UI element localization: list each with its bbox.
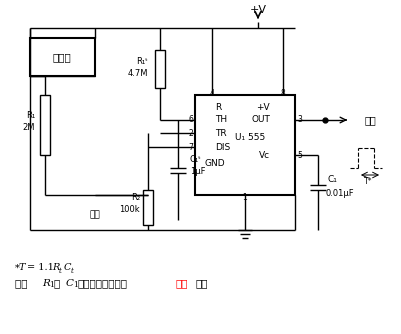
Text: DIS: DIS	[215, 143, 230, 152]
Text: 2M: 2M	[22, 124, 35, 133]
Text: C₁ᵗ: C₁ᵗ	[190, 156, 202, 165]
Text: +V: +V	[256, 103, 270, 112]
Bar	[155, 50, 165, 88]
Text: C₁: C₁	[328, 175, 338, 184]
Text: Vc: Vc	[259, 151, 270, 160]
Text: *: *	[15, 264, 20, 273]
Text: 1: 1	[49, 281, 54, 289]
Text: 时间: 时间	[196, 278, 209, 288]
Text: R₁ᵗ: R₁ᵗ	[136, 57, 148, 66]
Text: R: R	[42, 279, 50, 288]
Text: 输出: 输出	[364, 115, 376, 125]
Text: 3: 3	[297, 116, 302, 125]
Text: 使脉宽大于预定的: 使脉宽大于预定的	[78, 278, 128, 288]
Text: 接触板: 接触板	[53, 52, 71, 62]
Text: R₂: R₂	[131, 192, 140, 201]
Text: 4: 4	[210, 89, 215, 98]
Text: 4.7M: 4.7M	[128, 68, 148, 77]
Text: 5: 5	[297, 151, 302, 160]
Text: 2: 2	[188, 129, 193, 138]
Text: OUT: OUT	[251, 116, 270, 125]
Text: 100k: 100k	[119, 205, 140, 214]
Text: T: T	[19, 264, 26, 273]
Text: 1: 1	[73, 281, 78, 289]
Text: +V: +V	[249, 5, 267, 15]
Text: R: R	[52, 264, 59, 273]
Text: 阈值: 阈值	[90, 210, 100, 219]
Text: t: t	[59, 267, 62, 275]
Text: GND: GND	[205, 159, 225, 167]
Text: 和: 和	[54, 278, 63, 288]
Text: C: C	[66, 279, 74, 288]
Text: 6: 6	[188, 116, 193, 125]
Text: 1μF: 1μF	[190, 167, 205, 176]
Text: U₁ 555: U₁ 555	[235, 134, 265, 143]
Text: TR: TR	[215, 129, 227, 138]
Text: TH: TH	[215, 116, 227, 125]
Text: R: R	[215, 103, 221, 112]
Bar	[40, 95, 50, 155]
Text: T*: T*	[364, 176, 372, 185]
Bar	[143, 190, 153, 225]
Text: 1: 1	[243, 192, 247, 201]
Text: 接触: 接触	[175, 278, 188, 288]
Text: = 1.1: = 1.1	[27, 264, 57, 273]
Text: 选择: 选择	[15, 278, 31, 288]
Bar	[30, 38, 95, 76]
Text: 0.01μF: 0.01μF	[325, 188, 354, 197]
Text: 8: 8	[281, 89, 286, 98]
Text: C: C	[64, 264, 71, 273]
Bar	[195, 95, 295, 195]
Text: R₁: R₁	[26, 111, 35, 120]
Text: 7: 7	[188, 143, 193, 152]
Text: t: t	[71, 267, 74, 275]
